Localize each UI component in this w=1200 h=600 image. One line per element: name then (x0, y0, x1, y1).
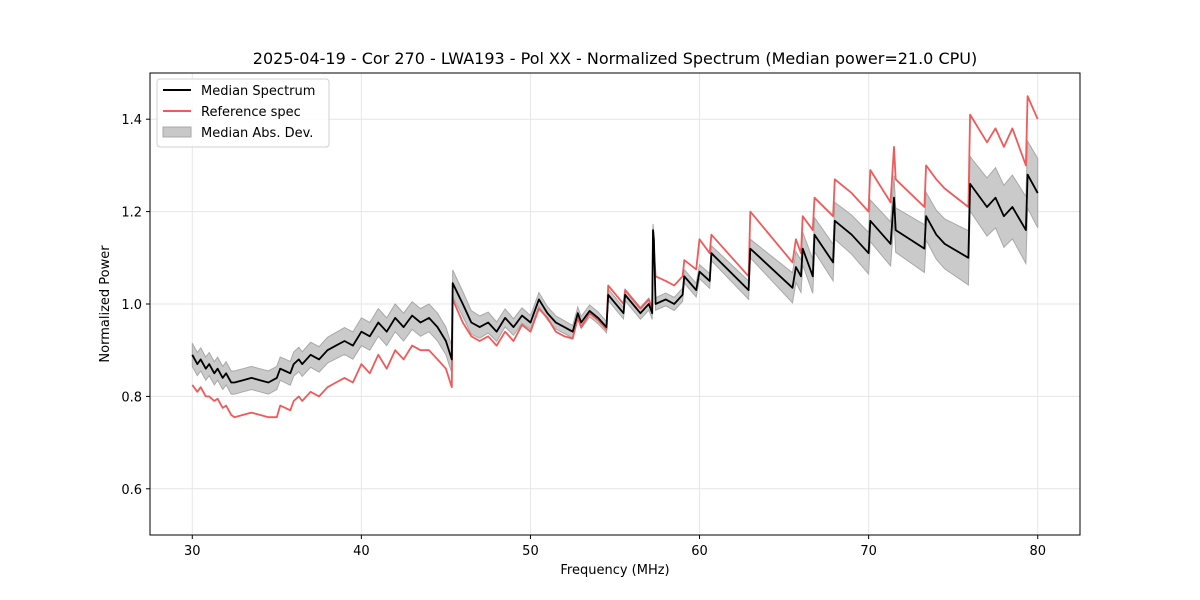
y-tick-label: 1.0 (121, 298, 142, 313)
x-axis: 30 40 50 60 70 80 (184, 535, 1046, 559)
legend-median-label: Median Spectrum (201, 84, 315, 99)
x-axis-label: Frequency (MHz) (560, 563, 669, 578)
y-axis: 0.6 0.8 1.0 1.2 1.4 (121, 113, 150, 498)
x-tick-label: 40 (353, 544, 370, 559)
reference-spec-line (191, 95, 1039, 419)
legend: Median Spectrum Reference spec Median Ab… (156, 78, 330, 148)
legend-box (156, 78, 330, 148)
x-tick-label: 70 (860, 544, 877, 559)
legend-reference-label: Reference spec (201, 105, 301, 120)
y-axis-label: Normalized Power (98, 245, 113, 363)
y-tick-label: 1.4 (121, 113, 142, 128)
chart-title: 2025-04-19 - Cor 270 - LWA193 - Pol XX -… (253, 49, 977, 68)
x-tick-label: 50 (522, 544, 539, 559)
y-tick-label: 0.8 (121, 390, 142, 405)
x-tick-label: 30 (184, 544, 201, 559)
legend-mad-label: Median Abs. Dev. (201, 126, 313, 141)
x-tick-label: 60 (691, 544, 708, 559)
legend-mad-swatch (162, 126, 192, 138)
median-spectrum-line (191, 173, 1039, 384)
y-tick-label: 0.6 (121, 483, 142, 498)
median-abs-dev-band (191, 139, 1039, 395)
y-tick-label: 1.2 (121, 206, 142, 221)
x-tick-label: 80 (1029, 544, 1046, 559)
